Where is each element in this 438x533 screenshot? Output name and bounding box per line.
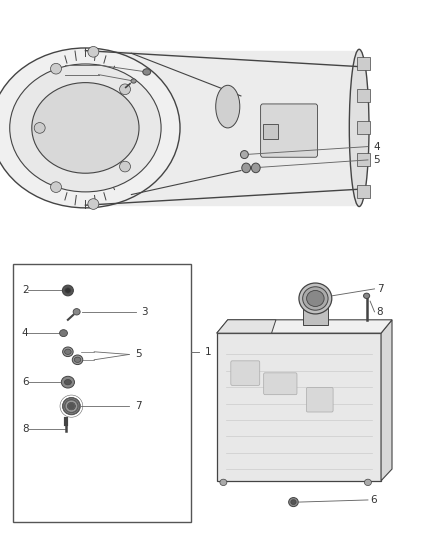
Ellipse shape [88,46,99,57]
Text: 6: 6 [370,495,377,505]
Ellipse shape [364,479,371,486]
Ellipse shape [50,182,61,192]
Text: 1: 1 [205,347,211,357]
Ellipse shape [131,79,136,83]
Ellipse shape [34,123,45,133]
Ellipse shape [120,84,131,94]
Ellipse shape [67,402,75,410]
Text: 2: 2 [22,286,28,295]
Ellipse shape [50,63,61,74]
Ellipse shape [72,355,83,365]
Text: 4: 4 [22,328,28,338]
Bar [263,124,278,139]
Ellipse shape [88,199,99,209]
Ellipse shape [62,285,73,296]
Bar [303,298,328,325]
Ellipse shape [299,283,332,314]
Ellipse shape [303,287,328,310]
Text: 8: 8 [22,424,28,434]
Ellipse shape [0,48,180,208]
Ellipse shape [63,347,73,357]
Ellipse shape [63,398,80,415]
Ellipse shape [61,376,74,388]
Text: 7: 7 [377,284,383,294]
Bar [13,264,191,522]
Ellipse shape [242,163,251,173]
Polygon shape [217,320,392,333]
Ellipse shape [60,329,67,337]
Ellipse shape [251,163,260,173]
Text: 7: 7 [135,401,141,411]
Ellipse shape [65,349,71,354]
Ellipse shape [65,400,78,413]
Text: 6: 6 [22,377,28,387]
Bar [357,153,370,166]
Ellipse shape [240,150,248,159]
FancyBboxPatch shape [264,373,297,394]
Bar [357,57,370,70]
Text: 5: 5 [135,350,141,359]
Ellipse shape [349,50,369,207]
Text: 5: 5 [374,155,380,165]
Text: 4: 4 [374,142,380,151]
Ellipse shape [64,379,71,385]
Text: 3: 3 [141,307,148,317]
Polygon shape [217,320,276,333]
Ellipse shape [143,69,151,75]
Ellipse shape [291,500,296,504]
Text: 3: 3 [58,70,65,79]
Text: 8: 8 [377,307,383,317]
Ellipse shape [216,85,240,128]
Ellipse shape [220,479,227,486]
FancyBboxPatch shape [307,387,333,412]
FancyBboxPatch shape [261,104,318,157]
Ellipse shape [10,64,161,192]
Bar [357,89,370,102]
Bar [357,121,370,134]
Bar [357,185,370,198]
Polygon shape [381,320,392,481]
Ellipse shape [74,357,81,362]
Ellipse shape [65,288,71,293]
FancyBboxPatch shape [231,361,260,385]
Polygon shape [217,333,381,481]
Ellipse shape [364,293,370,298]
Ellipse shape [120,161,131,172]
Ellipse shape [289,498,298,506]
Ellipse shape [307,290,324,306]
Ellipse shape [73,309,80,315]
Text: 2: 2 [58,60,65,70]
Ellipse shape [32,83,139,173]
